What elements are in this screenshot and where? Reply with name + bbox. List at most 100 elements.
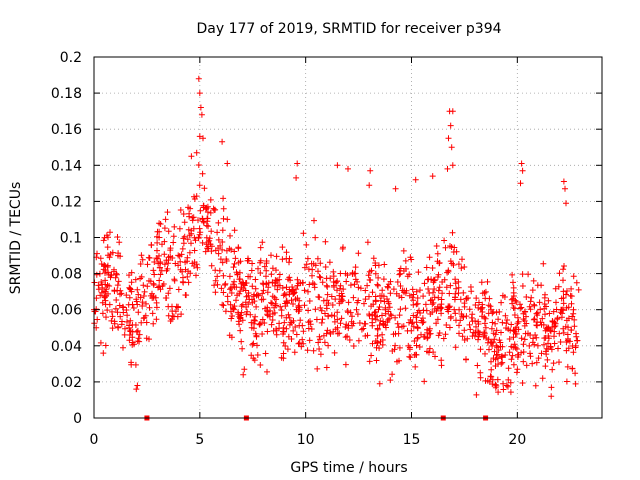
data-point (313, 316, 320, 323)
data-point (505, 383, 511, 390)
data-point (286, 291, 293, 298)
data-point (103, 232, 110, 239)
data-point (514, 354, 521, 360)
data-point (506, 336, 513, 342)
data-point (279, 244, 286, 251)
data-point (533, 359, 540, 366)
data-point (540, 321, 547, 328)
data-point (142, 312, 149, 319)
data-point (211, 282, 218, 289)
data-point (162, 295, 169, 301)
data-point (498, 299, 505, 306)
data-point (514, 314, 521, 321)
data-point (172, 260, 179, 267)
data-point (266, 313, 273, 320)
data-point (565, 324, 571, 331)
data-point (136, 331, 143, 338)
data-point (519, 283, 526, 289)
data-point (199, 216, 206, 223)
data-point (238, 309, 245, 316)
data-point (264, 368, 270, 375)
data-point (565, 315, 572, 322)
data-point (219, 301, 226, 308)
data-point (560, 329, 567, 336)
data-point (492, 381, 499, 388)
data-point (134, 382, 141, 389)
data-point (186, 249, 193, 256)
data-point (321, 339, 328, 346)
data-point (373, 344, 380, 351)
data-point (450, 249, 457, 255)
data-point (456, 330, 462, 337)
data-point (279, 285, 286, 291)
data-point (146, 304, 153, 311)
data-point (452, 310, 459, 317)
data-point (164, 209, 171, 216)
data-point (106, 283, 113, 289)
data-point (366, 358, 373, 365)
data-point (556, 359, 562, 366)
data-point (295, 340, 302, 347)
data-point (280, 328, 286, 335)
data-point (488, 325, 495, 332)
data-point (336, 330, 343, 337)
data-point (379, 287, 386, 294)
data-point (498, 329, 504, 336)
data-point (171, 223, 178, 230)
data-point (248, 319, 255, 326)
data-point (440, 335, 447, 342)
data-point (304, 255, 311, 262)
data-point (448, 144, 455, 151)
data-point (429, 173, 436, 180)
data-point (145, 254, 152, 261)
data-point (434, 274, 441, 280)
data-point (299, 336, 306, 343)
data-point (424, 329, 431, 336)
data-point (315, 339, 322, 346)
data-point (144, 261, 151, 268)
data-point (216, 267, 223, 274)
data-point (235, 311, 242, 318)
data-point (185, 279, 192, 286)
data-point (330, 328, 337, 335)
data-point (367, 167, 374, 174)
data-point (226, 273, 233, 280)
data-point (459, 333, 466, 340)
data-point (269, 311, 276, 317)
data-point (377, 338, 384, 345)
data-point (517, 305, 524, 312)
data-point (513, 330, 520, 337)
data-point (519, 380, 526, 386)
data-point (429, 265, 436, 271)
data-point (369, 289, 376, 296)
data-point (245, 290, 252, 296)
data-point (314, 255, 321, 262)
data-point (337, 320, 344, 327)
data-point (197, 229, 204, 236)
data-point (443, 322, 450, 328)
data-point (174, 313, 181, 320)
data-point (366, 293, 372, 300)
data-point (250, 340, 257, 347)
data-point (438, 357, 445, 364)
data-point (268, 299, 274, 306)
data-point (548, 346, 555, 353)
data-point (397, 270, 404, 277)
data-point (413, 342, 420, 349)
data-point (215, 219, 222, 226)
data-point (109, 308, 115, 315)
data-point (386, 315, 393, 322)
data-point (513, 346, 520, 352)
data-point (109, 313, 116, 320)
data-point (94, 250, 100, 257)
data-point (463, 356, 469, 363)
data-point (156, 220, 163, 227)
data-point (196, 225, 203, 232)
data-point (325, 342, 332, 349)
data-point (492, 320, 499, 327)
data-point (342, 324, 349, 330)
data-point (571, 316, 578, 323)
data-point (150, 282, 157, 288)
data-point (268, 252, 274, 259)
data-point (568, 300, 575, 307)
